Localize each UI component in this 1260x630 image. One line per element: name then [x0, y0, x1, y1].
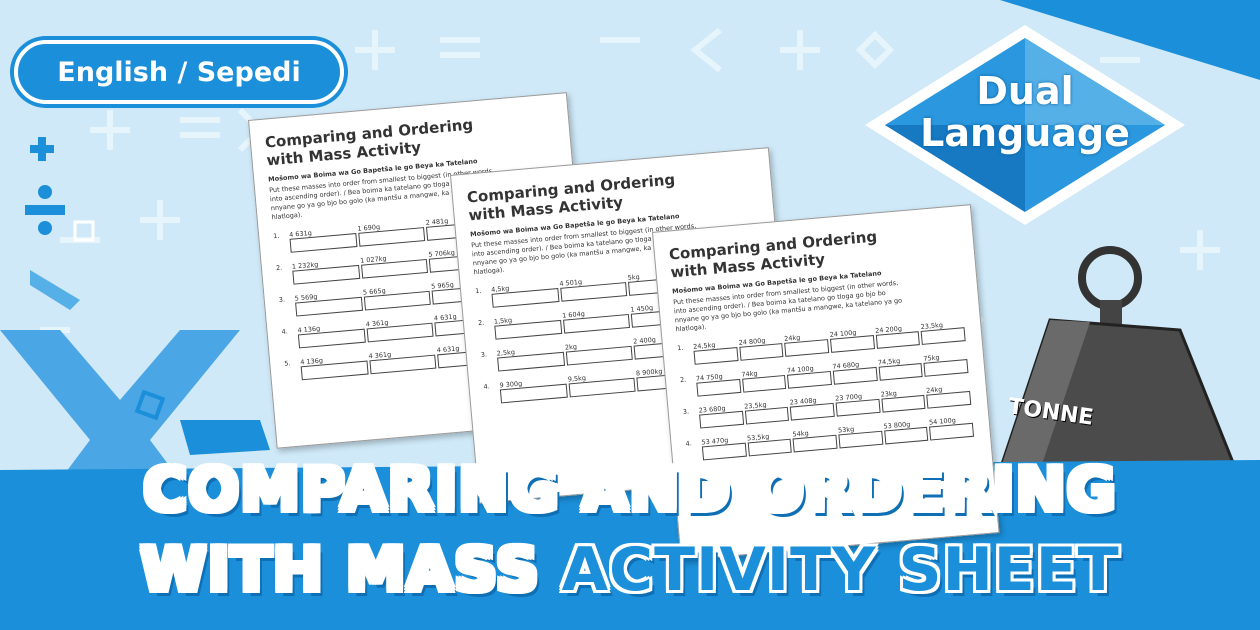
answer-box [929, 422, 975, 441]
answer-box [696, 378, 742, 397]
title-line: COMPARING AND ORDERING [143, 455, 1117, 525]
answer-box [790, 402, 835, 421]
answer-box [883, 426, 929, 445]
row-number: 4. [685, 439, 693, 448]
answer-box [838, 430, 884, 449]
title-line: WITH MASS ACTIVITY SHEET [0, 535, 1260, 605]
answer-box [926, 390, 972, 409]
corner-badge-line: Language [920, 111, 1130, 155]
answer-box [784, 339, 830, 357]
row-number: 4. [281, 327, 289, 336]
row-number: 3. [682, 407, 690, 416]
row-number: 1. [272, 231, 280, 241]
row-number: 4. [483, 382, 491, 391]
row-number: 1. [676, 343, 684, 353]
answer-box [741, 374, 787, 393]
row-number: 1. [474, 286, 482, 296]
title-part-highlight: ACTIVITY SHEET [561, 535, 1120, 605]
title-part: WITH MASS [140, 535, 540, 605]
answer-box [747, 438, 793, 457]
row-number: 3. [278, 295, 286, 304]
answer-box [792, 434, 838, 453]
answer-box [744, 406, 790, 425]
answer-box [878, 362, 924, 381]
corner-badge-shape [865, 25, 1185, 225]
row-number: 2. [679, 375, 687, 385]
answer-box [921, 327, 966, 345]
answer-box [875, 331, 921, 349]
row-number: 3. [480, 350, 488, 359]
language-badge: English / Sepedi [14, 40, 344, 104]
answer-box [923, 359, 969, 377]
answer-box [835, 398, 881, 417]
answer-box [830, 335, 875, 353]
corner-badge-line: Dual [976, 69, 1074, 113]
answer-box [881, 394, 926, 413]
corner-stripe [1000, 0, 1260, 80]
corner-badge: Dual Language [920, 70, 1130, 154]
answer-box [787, 370, 833, 389]
answer-box [832, 366, 878, 385]
answer-box [739, 343, 784, 361]
tonne-weight [997, 246, 1243, 482]
answer-box [693, 347, 739, 365]
row-number: 2. [275, 263, 283, 273]
row-number: 5. [284, 359, 291, 368]
row-number: 2. [477, 318, 485, 328]
answer-box [699, 410, 744, 429]
